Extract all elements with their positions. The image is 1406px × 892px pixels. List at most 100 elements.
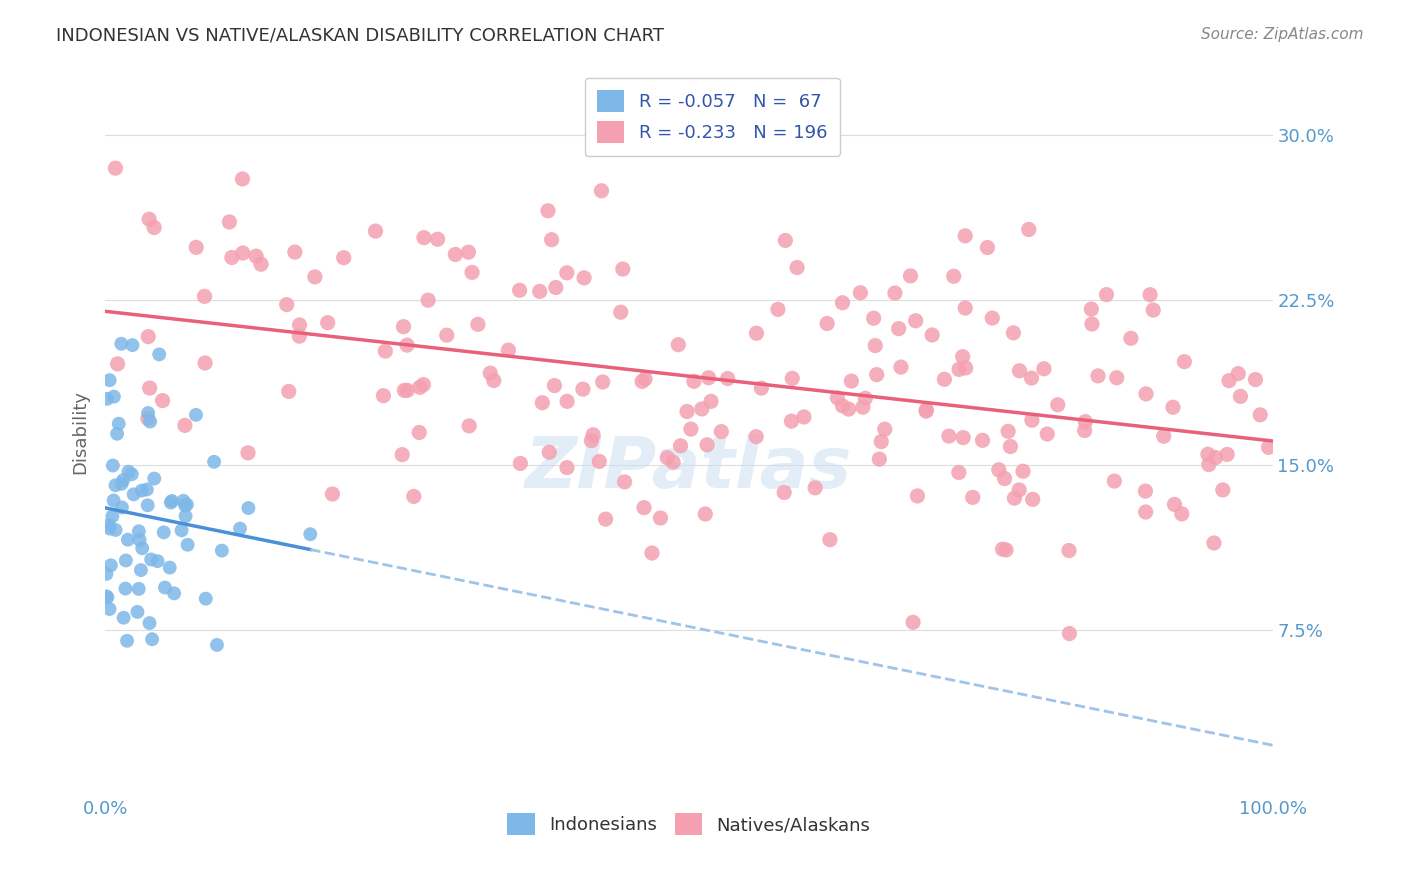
Point	[194, 356, 217, 370]
Point	[104, 161, 127, 176]
Point	[479, 366, 502, 380]
Point	[98, 518, 121, 533]
Point	[159, 495, 181, 509]
Point	[461, 265, 484, 279]
Point	[1073, 424, 1095, 438]
Point	[277, 384, 299, 399]
Point	[176, 498, 198, 512]
Point	[884, 286, 907, 301]
Point	[509, 457, 531, 471]
Y-axis label: Disability: Disability	[72, 390, 89, 474]
Point	[412, 377, 434, 392]
Point	[538, 445, 561, 459]
Point	[364, 224, 387, 238]
Point	[127, 605, 149, 619]
Point	[392, 319, 415, 334]
Point	[316, 316, 339, 330]
Point	[676, 404, 699, 418]
Point	[1142, 303, 1164, 318]
Point	[572, 271, 595, 285]
Point	[458, 418, 481, 433]
Point	[436, 328, 458, 343]
Point	[138, 381, 160, 395]
Point	[634, 372, 657, 386]
Point	[299, 527, 322, 541]
Point	[100, 558, 122, 573]
Point	[159, 560, 181, 574]
Point	[170, 524, 193, 538]
Point	[696, 438, 718, 452]
Point	[110, 336, 132, 351]
Point	[997, 425, 1019, 439]
Point	[128, 582, 150, 596]
Point	[633, 500, 655, 515]
Point	[1046, 398, 1069, 412]
Point	[1244, 372, 1267, 386]
Point	[186, 240, 208, 254]
Point	[631, 375, 654, 389]
Point	[786, 260, 808, 275]
Point	[831, 295, 853, 310]
Legend: Indonesians, Natives/Alaskans: Indonesians, Natives/Alaskans	[498, 805, 879, 845]
Point	[555, 266, 578, 280]
Point	[402, 490, 425, 504]
Point	[115, 553, 138, 567]
Point	[537, 203, 560, 218]
Point	[976, 240, 998, 254]
Point	[745, 430, 768, 444]
Point	[152, 525, 174, 540]
Point	[700, 394, 723, 409]
Point	[773, 485, 796, 500]
Point	[991, 542, 1014, 557]
Point	[104, 523, 127, 537]
Point	[202, 455, 225, 469]
Point	[1032, 361, 1054, 376]
Point	[112, 473, 135, 487]
Point	[373, 389, 395, 403]
Point	[205, 638, 228, 652]
Point	[609, 305, 631, 319]
Point	[1036, 427, 1059, 442]
Point	[1227, 367, 1250, 381]
Point	[1218, 374, 1240, 388]
Point	[96, 591, 118, 605]
Point	[121, 467, 143, 482]
Point	[1135, 484, 1157, 499]
Point	[745, 326, 768, 341]
Point	[174, 509, 197, 524]
Point	[555, 460, 578, 475]
Point	[391, 448, 413, 462]
Point	[981, 311, 1004, 326]
Point	[868, 452, 890, 467]
Point	[751, 381, 773, 395]
Point	[1008, 364, 1031, 378]
Point	[841, 374, 863, 388]
Point	[766, 302, 789, 317]
Point	[129, 563, 152, 577]
Point	[229, 522, 252, 536]
Point	[117, 465, 139, 479]
Point	[174, 418, 197, 433]
Point	[853, 392, 876, 406]
Point	[163, 586, 186, 600]
Point	[143, 471, 166, 485]
Point	[98, 373, 121, 387]
Point	[114, 582, 136, 596]
Point	[1153, 429, 1175, 443]
Point	[98, 602, 121, 616]
Point	[915, 404, 938, 418]
Point	[572, 382, 595, 396]
Point	[938, 429, 960, 443]
Point	[780, 414, 803, 428]
Point	[1216, 447, 1239, 461]
Point	[972, 434, 994, 448]
Point	[904, 314, 927, 328]
Point	[1173, 354, 1195, 368]
Point	[679, 422, 702, 436]
Point	[136, 406, 159, 420]
Point	[396, 384, 419, 398]
Point	[426, 232, 449, 246]
Point	[304, 269, 326, 284]
Point	[849, 285, 872, 300]
Point	[332, 251, 354, 265]
